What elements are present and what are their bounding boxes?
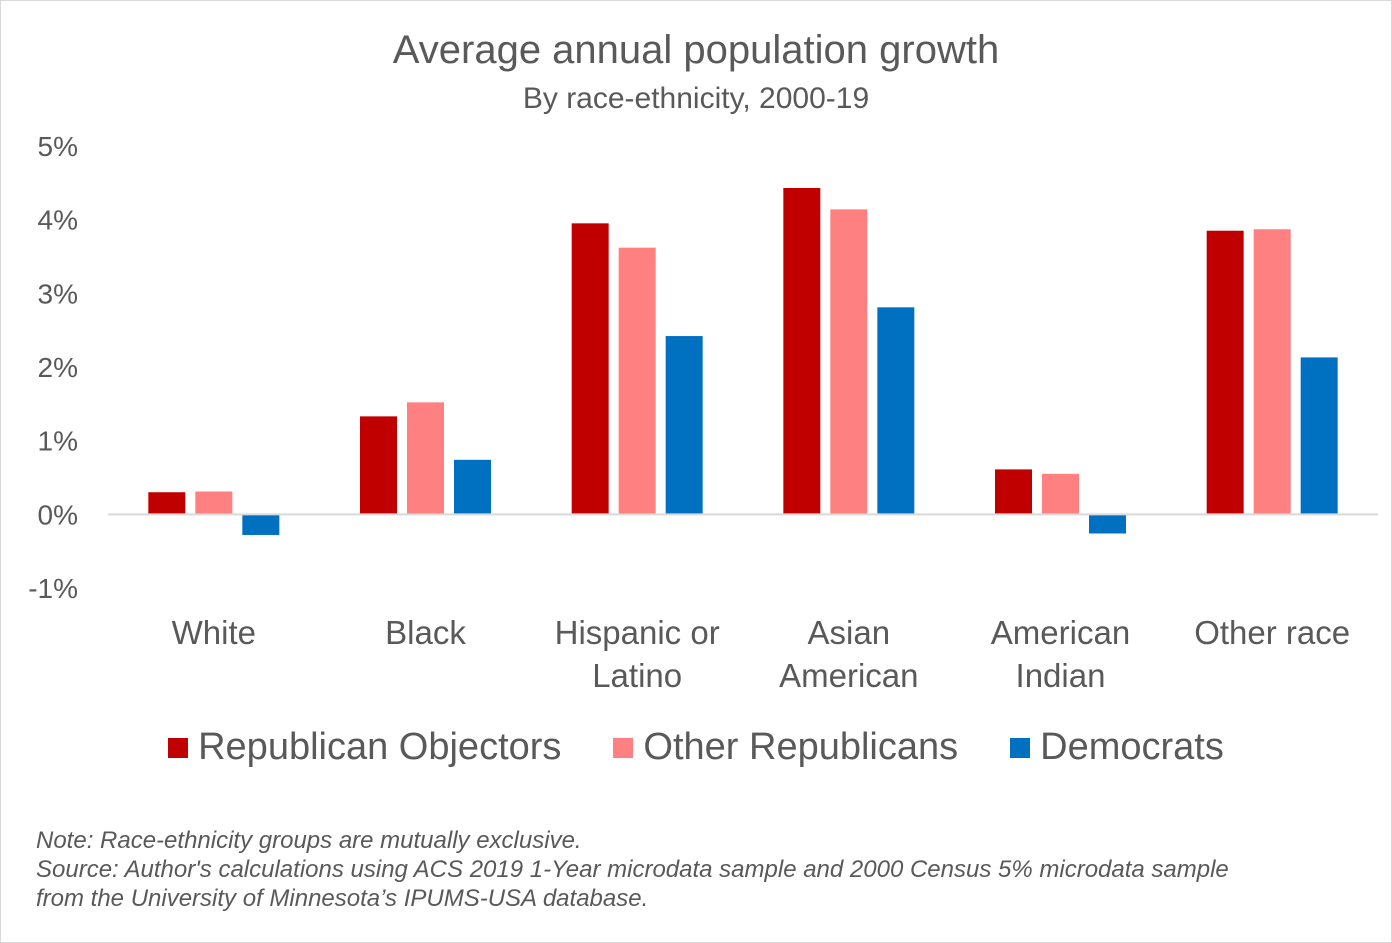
bar-other-republicans: [1253, 229, 1291, 515]
x-tick-label: American: [991, 614, 1130, 651]
x-tick-label: Indian: [1016, 657, 1106, 694]
legend-swatch-democrats: [1010, 737, 1031, 758]
note-text: Note: Race-ethnicity groups are mutually…: [36, 827, 582, 854]
x-tick-label: White: [172, 614, 256, 651]
y-tick-label: 2%: [38, 352, 78, 383]
bar-other-republicans: [830, 209, 868, 515]
y-tick-label: -1%: [28, 573, 78, 604]
chart-title: Average annual population growth: [392, 28, 1000, 72]
legend-label-republican-objectors: Republican Objectors: [198, 726, 562, 768]
bar-democrats: [665, 336, 703, 515]
bar-republican-objectors: [571, 223, 609, 515]
x-tick-label: American: [779, 657, 918, 694]
legend-label-democrats: Democrats: [1040, 726, 1224, 768]
y-tick-label: 0%: [38, 499, 78, 530]
legend-swatch-republican-objectors: [168, 737, 189, 758]
bar-democrats: [454, 459, 491, 515]
bar-democrats: [1089, 514, 1126, 534]
bar-other-republicans: [407, 402, 444, 515]
legend-swatch-other-republicans: [613, 737, 634, 758]
x-tick-label: Asian: [808, 614, 891, 651]
bar-other-republicans: [195, 491, 233, 515]
bar-other-republicans: [618, 247, 656, 515]
source-text-line1: Source: Author's calculations using ACS …: [36, 856, 1229, 883]
bar-republican-objectors: [148, 492, 186, 515]
y-tick-label: 3%: [38, 278, 78, 309]
y-tick-label: 4%: [38, 205, 78, 236]
bar-democrats: [877, 307, 915, 515]
legend-item-democrats: Democrats: [1010, 726, 1224, 769]
bar-chart: 5% 4% 3% 2% 1% 0% -1% White Black Hispanic or Lati…: [28, 131, 1378, 694]
bar-democrats: [1300, 357, 1338, 515]
x-tick-label: Other race: [1194, 614, 1350, 651]
bar-republican-objectors: [995, 469, 1032, 515]
y-tick-label: 1%: [38, 426, 78, 457]
x-tick-label: Latino: [592, 657, 682, 694]
legend-item-republican-objectors: Republican Objectors: [168, 726, 561, 769]
legend: Republican Objectors Other Republicans D…: [0, 726, 1392, 769]
x-tick-label: Black: [385, 614, 466, 651]
bar-republican-objectors: [1206, 230, 1244, 515]
bar-democrats: [242, 514, 280, 535]
chart-notes: Note: Race-ethnicity groups are mutually…: [36, 826, 1229, 913]
bar-other-republicans: [1042, 473, 1079, 515]
y-tick-label: 5%: [38, 131, 78, 162]
chart-subtitle: By race-ethnicity, 2000-19: [522, 82, 870, 115]
bar-republican-objectors: [360, 416, 397, 515]
x-tick-label: Hispanic or: [555, 614, 720, 651]
legend-item-other-republicans: Other Republicans: [613, 726, 958, 769]
source-text-line2: from the University of Minnesota’s IPUMS…: [36, 885, 649, 912]
legend-label-other-republicans: Other Republicans: [643, 726, 959, 768]
bar-republican-objectors: [783, 187, 821, 515]
